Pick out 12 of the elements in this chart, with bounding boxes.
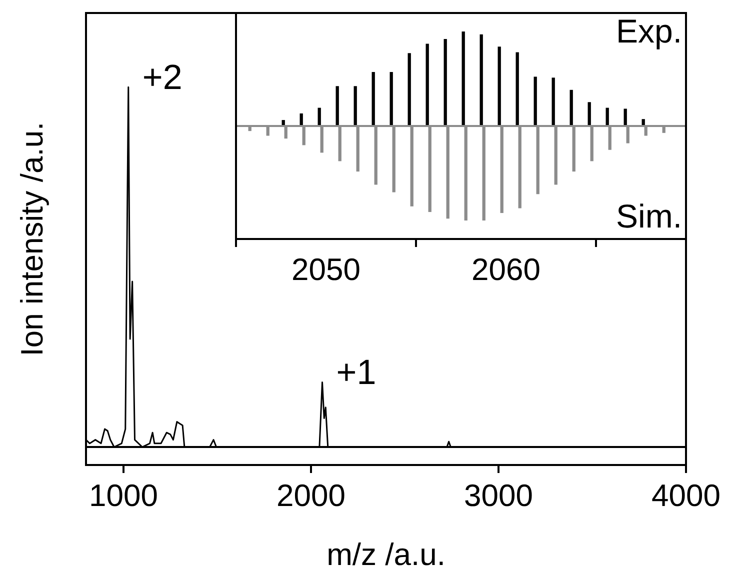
x-tick-label: 3000 — [464, 478, 533, 514]
y-axis-title: Ion intensity /a.u. — [14, 122, 50, 356]
series-label: Exp. — [616, 12, 682, 50]
x-axis-title: m/z /a.u. — [326, 536, 446, 572]
x-tick-label: 1000 — [89, 478, 158, 514]
annotation: +1 — [336, 353, 376, 392]
x-tick-label: 2000 — [276, 478, 346, 514]
x-tick-label: 2060 — [472, 252, 540, 288]
x-tick-label: 2050 — [292, 252, 360, 288]
series-label: Sim. — [616, 198, 682, 235]
annotation: +2 — [142, 58, 182, 98]
x-tick-label: 4000 — [652, 478, 720, 514]
